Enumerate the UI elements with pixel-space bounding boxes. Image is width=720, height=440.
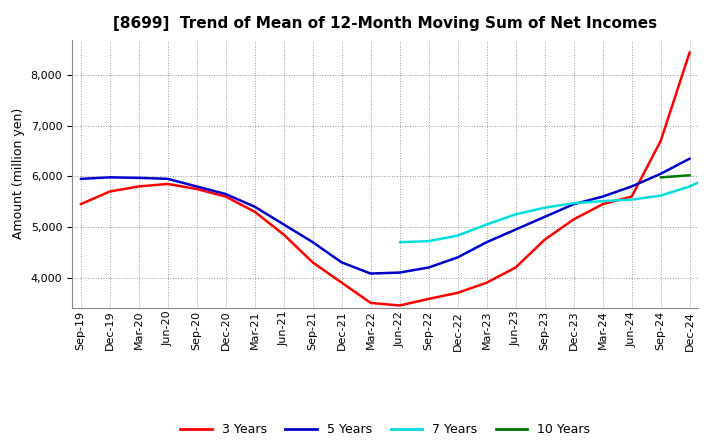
- 5 Years: [308, 239, 317, 245]
- 5 Years: [163, 176, 172, 182]
- 5 Years: [482, 239, 491, 245]
- 10 Years: [685, 172, 694, 178]
- 7 Years: [511, 212, 520, 217]
- 3 Years: [192, 187, 201, 192]
- Line: 3 Years: 3 Years: [81, 52, 690, 305]
- 5 Years: [279, 222, 288, 227]
- 3 Years: [221, 194, 230, 199]
- 5 Years: [657, 171, 665, 176]
- 3 Years: [657, 138, 665, 143]
- 3 Years: [511, 265, 520, 270]
- 7 Years: [627, 197, 636, 202]
- 5 Years: [454, 255, 462, 260]
- 3 Years: [627, 194, 636, 199]
- 7 Years: [424, 238, 433, 244]
- 3 Years: [424, 296, 433, 301]
- 7 Years: [714, 171, 720, 176]
- 5 Years: [251, 204, 259, 209]
- 7 Years: [395, 239, 404, 245]
- 5 Years: [366, 271, 375, 276]
- 5 Years: [221, 191, 230, 197]
- 7 Years: [570, 201, 578, 206]
- 5 Years: [192, 184, 201, 189]
- 3 Years: [163, 181, 172, 187]
- Line: 5 Years: 5 Years: [81, 158, 690, 274]
- Line: 10 Years: 10 Years: [661, 175, 690, 177]
- 5 Years: [424, 265, 433, 270]
- 7 Years: [454, 233, 462, 238]
- 3 Years: [454, 290, 462, 295]
- Legend: 3 Years, 5 Years, 7 Years, 10 Years: 3 Years, 5 Years, 7 Years, 10 Years: [176, 418, 595, 440]
- Line: 7 Years: 7 Years: [400, 173, 719, 242]
- 5 Years: [570, 202, 578, 207]
- 5 Years: [76, 176, 85, 182]
- 3 Years: [570, 217, 578, 222]
- 3 Years: [395, 303, 404, 308]
- 7 Years: [685, 184, 694, 189]
- 3 Years: [482, 280, 491, 285]
- 7 Years: [657, 193, 665, 198]
- 5 Years: [135, 175, 143, 180]
- Y-axis label: Amount (million yen): Amount (million yen): [12, 108, 25, 239]
- 5 Years: [627, 184, 636, 189]
- 3 Years: [338, 280, 346, 285]
- 5 Years: [541, 214, 549, 220]
- 3 Years: [685, 50, 694, 55]
- 7 Years: [598, 198, 607, 204]
- 5 Years: [685, 156, 694, 161]
- 5 Years: [338, 260, 346, 265]
- 7 Years: [482, 222, 491, 227]
- 5 Years: [598, 194, 607, 199]
- 3 Years: [251, 209, 259, 214]
- 3 Years: [105, 189, 114, 194]
- 3 Years: [279, 232, 288, 237]
- 3 Years: [308, 260, 317, 265]
- Title: [8699]  Trend of Mean of 12-Month Moving Sum of Net Incomes: [8699] Trend of Mean of 12-Month Moving …: [113, 16, 657, 32]
- 7 Years: [541, 205, 549, 210]
- 3 Years: [76, 202, 85, 207]
- 5 Years: [105, 175, 114, 180]
- 3 Years: [366, 300, 375, 305]
- 10 Years: [657, 175, 665, 180]
- 3 Years: [541, 237, 549, 242]
- 3 Years: [598, 202, 607, 207]
- 5 Years: [395, 270, 404, 275]
- 5 Years: [511, 227, 520, 232]
- 3 Years: [135, 184, 143, 189]
